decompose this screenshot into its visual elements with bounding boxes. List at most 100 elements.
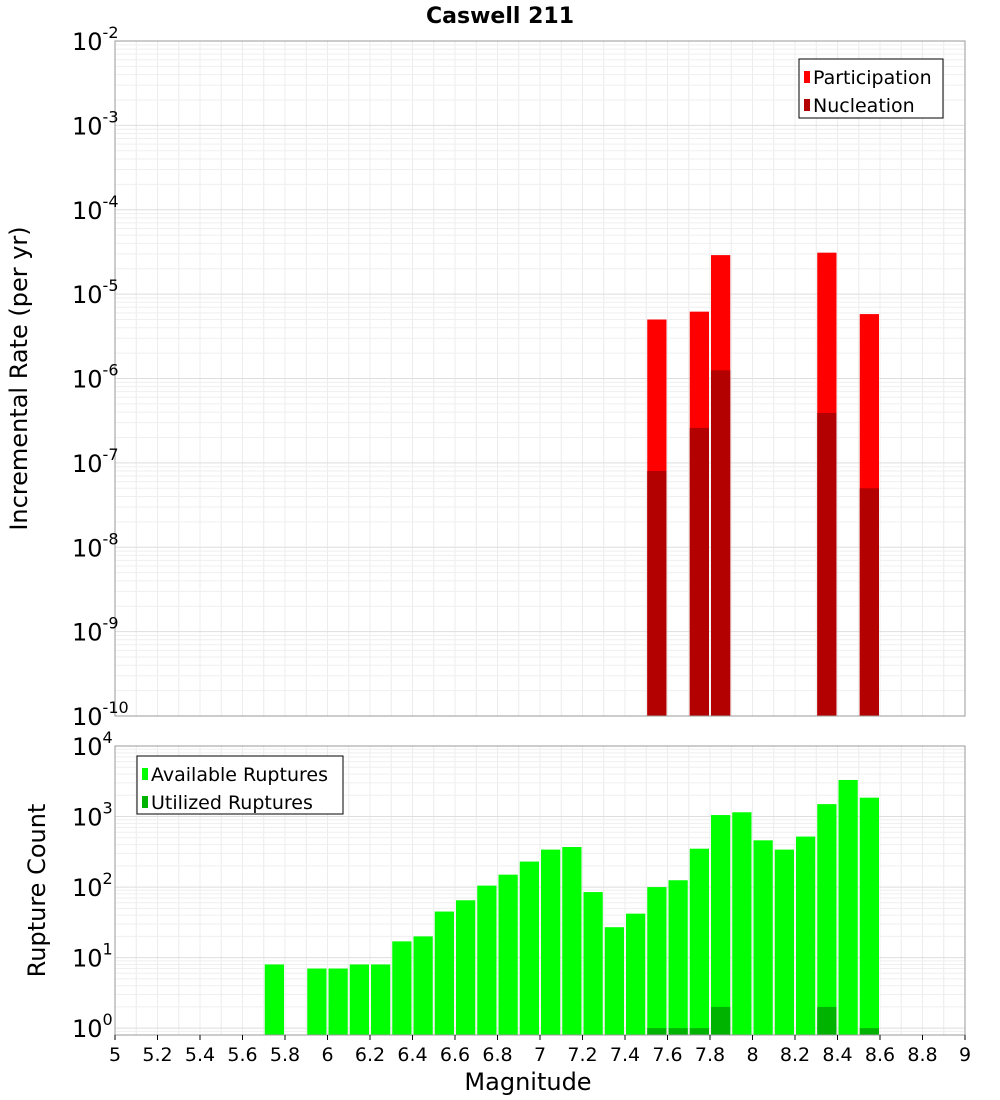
count-bars	[264, 779, 879, 1035]
y-tick-label: 10-5	[72, 276, 119, 309]
count-legend: Available Ruptures Utilized Ruptures	[136, 755, 344, 815]
rate-y-ticks: 10-2 10-3 10-4 10-5 10-6 10-7 10-8 10-9 10-10	[72, 23, 129, 731]
count-bar-a	[392, 941, 412, 1035]
count-bar-a	[732, 812, 752, 1035]
x-tick-label: 7.8	[695, 1044, 725, 1066]
y-tick-label: 100	[72, 1010, 113, 1043]
rate-bar-b	[859, 488, 879, 716]
legend-box	[136, 755, 344, 815]
rate-bar-b	[817, 413, 837, 716]
count-bar-a	[498, 874, 518, 1035]
count-bar-a	[456, 900, 476, 1035]
legend-label: Nucleation	[813, 95, 915, 117]
count-panel: 104 103 102 101 100 5 5.2 5.4 5.6 5.8 6 6.2 6.4 6.6 6…	[23, 728, 971, 1096]
count-bar-a	[668, 880, 688, 1035]
x-tick-label: 5.8	[270, 1044, 300, 1066]
rate-legend: Participation Nucleation	[798, 58, 944, 119]
rate-plot-frame	[114, 40, 966, 717]
count-bar-a	[647, 887, 667, 1035]
count-bar-b	[859, 1028, 879, 1035]
count-y-ticks: 104 103 102 101 100	[72, 728, 113, 1043]
legend-label: Available Ruptures	[151, 764, 328, 786]
chart-title: Caswell 211	[426, 4, 574, 29]
x-tick-label: 9	[959, 1044, 971, 1066]
legend-swatch	[142, 796, 148, 808]
x-tick-label: 5.4	[185, 1044, 215, 1066]
count-bar-a	[413, 936, 433, 1035]
count-y-axis-label: Rupture Count	[23, 804, 51, 978]
y-tick-label: 10-7	[72, 445, 119, 478]
y-tick-label: 104	[72, 728, 113, 761]
y-tick-label: 101	[72, 940, 113, 973]
x-tick-label: 5	[109, 1044, 121, 1066]
legend-swatch	[804, 99, 810, 111]
count-bar-a	[774, 849, 794, 1035]
x-tick-label: 7.2	[567, 1044, 597, 1066]
y-tick-label: 10-3	[72, 107, 119, 140]
count-bar-a	[477, 885, 497, 1035]
y-tick-label: 10-8	[72, 529, 119, 562]
x-tick-label: 5.2	[142, 1044, 172, 1066]
y-tick-label: 103	[72, 799, 113, 832]
rate-panel: 10-2 10-3 10-4 10-5 10-6 10-7 10-8 10-9 10-10 In…	[5, 23, 966, 731]
count-bar-a	[817, 804, 837, 1035]
x-tick-label: 8.6	[865, 1044, 895, 1066]
legend-swatch	[142, 768, 148, 780]
x-tick-label: 8	[746, 1044, 758, 1066]
count-bar-a	[562, 847, 582, 1035]
x-tick-label: 6.8	[482, 1044, 512, 1066]
count-bar-a	[349, 964, 369, 1035]
y-tick-label: 10-4	[72, 192, 119, 225]
x-tick-label: 6	[321, 1044, 333, 1066]
x-tick-label: 7	[534, 1044, 546, 1066]
rate-y-axis-label: Incremental Rate (per yr)	[5, 226, 33, 530]
count-bar-b	[689, 1028, 709, 1035]
count-bar-b	[817, 1006, 837, 1035]
x-tick-label: 6.6	[440, 1044, 470, 1066]
count-bar-a	[604, 927, 624, 1035]
count-bar-a	[519, 861, 539, 1035]
rate-bar-b	[689, 427, 709, 716]
rate-bars	[647, 252, 879, 716]
legend-label: Participation	[813, 67, 932, 89]
x-tick-label: 6.4	[397, 1044, 427, 1066]
y-tick-label: 10-2	[72, 23, 119, 56]
x-tick-label: 8.8	[907, 1044, 937, 1066]
x-tick-label: 7.4	[610, 1044, 640, 1066]
count-bar-a	[307, 968, 327, 1035]
count-bar-a	[583, 892, 603, 1035]
x-tick-label: 5.6	[227, 1044, 257, 1066]
x-tick-label: 8.4	[822, 1044, 852, 1066]
legend-label: Utilized Ruptures	[151, 792, 313, 814]
count-bar-a	[796, 836, 816, 1035]
count-bar-a	[689, 848, 709, 1035]
rate-gridlines	[114, 40, 966, 717]
rate-bar-b	[647, 471, 667, 716]
legend-box	[798, 58, 944, 119]
y-tick-label: 10-6	[72, 361, 119, 394]
count-bar-a	[328, 968, 348, 1035]
x-tick-label: 8.2	[780, 1044, 810, 1066]
count-bar-b	[711, 1006, 731, 1035]
x-tick-label: 7.6	[652, 1044, 682, 1066]
count-bar-a	[838, 779, 858, 1035]
count-bar-a	[753, 840, 773, 1035]
count-bar-a	[541, 849, 561, 1035]
count-bar-a	[626, 913, 646, 1035]
count-bar-a	[859, 797, 879, 1035]
y-tick-label: 10-10	[72, 698, 129, 731]
count-bar-a	[711, 815, 731, 1035]
y-tick-label: 10-9	[72, 614, 119, 647]
legend-swatch	[804, 71, 810, 83]
y-tick-label: 102	[72, 869, 113, 902]
count-bar-b	[668, 1028, 688, 1035]
count-bar-a	[371, 964, 391, 1035]
count-bar-a	[264, 964, 284, 1035]
x-ticks: 5 5.2 5.4 5.6 5.8 6 6.2 6.4 6.6 6.8 7 7.2 7.4 7.6 7.8 8…	[109, 1035, 971, 1066]
x-tick-label: 6.2	[355, 1044, 385, 1066]
count-bar-a	[434, 911, 454, 1035]
x-axis-label: Magnitude	[464, 1068, 591, 1096]
rate-bar-b	[711, 370, 731, 716]
count-bar-b	[647, 1028, 667, 1035]
